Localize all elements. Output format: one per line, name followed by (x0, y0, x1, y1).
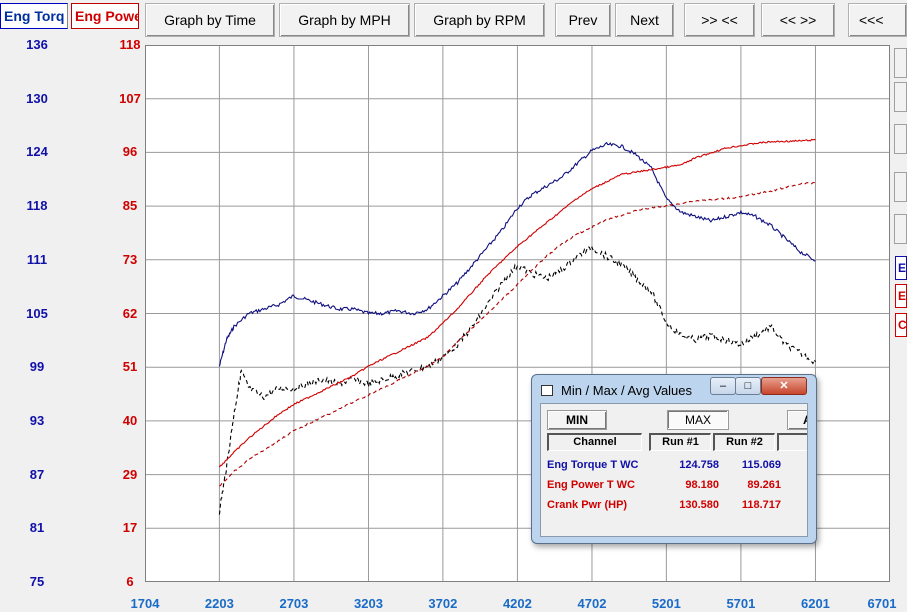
power-tick-label: 107 (119, 90, 141, 106)
run2-value: 118.717 (741, 499, 781, 511)
zoom-in-button[interactable]: >> << (684, 3, 755, 37)
torque-tick-label: 105 (26, 305, 48, 321)
max-button[interactable]: MAX (667, 410, 729, 430)
dialog-title: Min / Max / Avg Values (561, 383, 693, 398)
torque-tick-label: 99 (29, 359, 45, 375)
run2-value: 115.069 (741, 459, 781, 471)
run2-value: 89.261 (747, 479, 781, 491)
rpm-tick-label: 6201 (800, 596, 830, 611)
power-tick-label: 6 (126, 574, 134, 589)
side-channel-chip-3[interactable]: C (895, 313, 907, 337)
rpm-tick-label: 3702 (428, 596, 458, 611)
side-channel-chip-1[interactable]: E (895, 256, 907, 280)
rpm-tick-label: 5201 (651, 596, 681, 611)
zoom-out-button[interactable]: << >> (761, 3, 835, 37)
side-button-2[interactable] (894, 82, 907, 112)
rpm-tick-label: 1704 (130, 596, 160, 611)
power-tick-label: 17 (122, 520, 138, 536)
side-button-3[interactable] (894, 124, 907, 154)
rpm-tick-label: 2703 (279, 596, 309, 611)
side-button-1[interactable] (894, 48, 907, 78)
torque-tick-label: 81 (29, 520, 45, 536)
tab-eng-torque[interactable]: Eng Torq (0, 3, 68, 29)
run2-column-header: Run #2 (713, 433, 775, 451)
min-button[interactable]: MIN (547, 410, 607, 430)
channel-name: Crank Pwr (HP) (547, 499, 628, 511)
torque-tick-label: 124 (26, 144, 48, 160)
window-icon (541, 385, 553, 396)
torque-tick-label: 75 (29, 574, 45, 589)
torque-run2-line (218, 245, 816, 515)
power-tick-label: 62 (122, 305, 138, 321)
next-button[interactable]: Next (615, 3, 674, 37)
rpm-tick-label: 3203 (354, 596, 383, 611)
power-tick-label: 51 (122, 359, 138, 375)
torque-tick-label: 111 (26, 251, 48, 267)
graph-by-mph-button[interactable]: Graph by MPH (279, 3, 410, 37)
side-button-4[interactable] (894, 172, 907, 202)
table-row: Eng Power T WC 98.180 89.261 (547, 479, 807, 495)
power-run1-line (218, 138, 816, 468)
close-button[interactable]: ✕ (761, 377, 807, 395)
channel-column-header: Channel (547, 433, 642, 451)
power-tick-label: 85 (122, 198, 138, 214)
side-channel-chip-2[interactable]: E (895, 284, 907, 308)
dialog-body: MIN MAX A Channel Run #1 Run #2 Eng Torq… (540, 403, 808, 537)
run1-value: 130.580 (679, 499, 719, 511)
table-row: Eng Torque T WC 124.758 115.069 (547, 459, 807, 475)
torque-tick-label: 118 (26, 198, 48, 214)
side-button-5[interactable] (894, 214, 907, 244)
plot-border (145, 45, 890, 582)
power-run2-line (219, 181, 816, 487)
run1-value: 98.180 (685, 479, 719, 491)
rpm-tick-label: 5701 (726, 596, 756, 611)
channel-name: Eng Power T WC (547, 479, 635, 491)
tab-eng-power[interactable]: Eng Powe (71, 3, 139, 29)
table-row: Crank Pwr (HP) 130.580 118.717 (547, 499, 807, 515)
minimize-button[interactable]: – (710, 377, 736, 395)
avg-button[interactable]: A (787, 410, 807, 430)
min-max-avg-dialog[interactable]: Min / Max / Avg Values – □ ✕ MIN MAX A C… (531, 374, 817, 544)
scroll-left-button[interactable]: <<< (848, 3, 907, 37)
graph-by-time-button[interactable]: Graph by Time (145, 3, 275, 37)
power-tick-label: 73 (122, 251, 138, 267)
torque-run1-line (218, 141, 816, 367)
power-tick-label: 96 (122, 144, 138, 160)
rpm-tick-label: 4702 (577, 596, 607, 611)
graph-by-rpm-button[interactable]: Graph by RPM (414, 3, 545, 37)
run1-value: 124.758 (679, 459, 719, 471)
power-tick-label: 118 (119, 37, 141, 52)
power-tick-label: 40 (122, 412, 138, 428)
channel-name: Eng Torque T WC (547, 459, 639, 471)
torque-tick-label: 93 (29, 412, 45, 428)
torque-tick-label: 136 (26, 37, 48, 52)
torque-tick-label: 87 (29, 466, 45, 482)
rpm-tick-label: 2203 (204, 596, 234, 611)
power-tick-label: 29 (122, 466, 138, 482)
prev-button[interactable]: Prev (555, 3, 611, 37)
rpm-tick-label: 4202 (502, 596, 532, 611)
extra-column-header (777, 433, 807, 451)
maximize-button[interactable]: □ (735, 377, 761, 395)
rpm-tick-label: 6701 (867, 596, 897, 611)
run1-column-header: Run #1 (649, 433, 711, 451)
torque-tick-label: 130 (26, 90, 48, 106)
